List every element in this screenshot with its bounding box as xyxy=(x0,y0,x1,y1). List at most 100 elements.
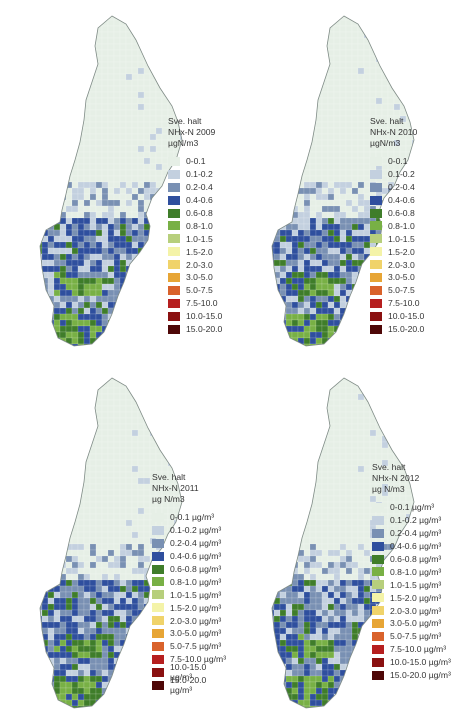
legend-item: 3.0-5.0 µg/m³ xyxy=(152,627,230,640)
legend-label: 7.5-10.0 µg/m³ xyxy=(390,644,447,655)
legend-label: 7.5-10.0 xyxy=(186,298,218,309)
map-panel-2012: Sve. halt NHx-N 2012 µg N/m3 0-0.1 µg/m³… xyxy=(232,362,462,712)
legend-swatch xyxy=(168,247,180,257)
legend-items: 0-0.1 µg/m³ 0.1-0.2 µg/m³ 0.2-0.4 µg/m³ 0.4… xyxy=(372,501,451,681)
legend-label: 3.0-5.0 µg/m³ xyxy=(170,628,222,639)
legend-item: 3.0-5.0 xyxy=(168,271,222,284)
legend-label: 1.0-1.5 xyxy=(388,233,415,244)
legend-swatch xyxy=(152,538,164,548)
legend-item: 0.8-1.0 xyxy=(168,219,222,232)
legend-label: 1.5-2.0 xyxy=(186,246,213,257)
legend-swatch xyxy=(370,285,382,295)
legend-item: 1.5-2.0 xyxy=(370,245,424,258)
legend-label: 3.0-5.0 xyxy=(388,272,415,283)
legend-2009: Sve. halt NHx-N 2009 µgN/m3 0-0.1 0.1-0.2… xyxy=(168,116,222,335)
legend-swatch xyxy=(370,247,382,257)
legend-swatch xyxy=(168,311,180,321)
legend-swatch xyxy=(168,156,180,166)
legend-swatch xyxy=(152,512,164,522)
legend-swatch xyxy=(168,298,180,308)
legend-title-line3: µg N/m3 xyxy=(372,484,405,494)
legend-label: 1.0-1.5 µg/m³ xyxy=(170,589,222,600)
legend-label: 0-0.1 µg/m³ xyxy=(390,502,435,513)
legend-label: 1.5-2.0 xyxy=(388,246,415,257)
legend-item: 10.0-15.0 xyxy=(168,310,222,323)
sweden-map-2010 xyxy=(271,15,415,347)
legend-item: 0.4-0.6 µg/m³ xyxy=(372,540,451,553)
legend-item: 15.0-20.0 µg/m³ xyxy=(372,669,451,682)
legend-item: 5.0-7.5 µg/m³ xyxy=(372,630,451,643)
legend-swatch xyxy=(370,311,382,321)
legend-swatch xyxy=(152,654,164,664)
legend-swatch xyxy=(372,515,384,525)
legend-swatch xyxy=(152,616,164,626)
legend-label: 0.4-0.6 xyxy=(186,195,213,206)
legend-label: 2.0-3.0 xyxy=(186,259,213,270)
legend-swatch xyxy=(372,528,384,538)
legend-swatch xyxy=(370,324,382,334)
legend-item: 2.0-3.0 µg/m³ xyxy=(152,614,230,627)
legend-swatch xyxy=(372,606,384,616)
legend-swatch xyxy=(152,603,164,613)
legend-swatch xyxy=(372,554,384,564)
sweden-outline xyxy=(39,15,183,347)
legend-swatch xyxy=(152,667,164,677)
legend-item: 5.0-7.5 xyxy=(168,284,222,297)
legend-items: 0-0.1 0.1-0.2 0.2-0.4 0.4-0.6 0.6-0.8 0.8-1.0… xyxy=(370,155,424,335)
legend-item: 0-0.1 xyxy=(168,155,222,168)
legend-item: 10.0-15.0 xyxy=(370,310,424,323)
legend-label: 1.0-1.5 µg/m³ xyxy=(390,579,442,590)
legend-swatch xyxy=(152,641,164,651)
legend-label: 0.6-0.8 µg/m³ xyxy=(390,554,442,564)
legend-swatch xyxy=(372,593,384,603)
legend-swatch xyxy=(168,285,180,295)
legend-label: 7.5-10.0 xyxy=(388,298,420,309)
legend-swatch xyxy=(168,234,180,244)
legend-swatch xyxy=(372,631,384,641)
legend-item: 0.6-0.8 µg/m³ xyxy=(372,553,451,566)
legend-2011: Sve. halt NHx-N 2011 µg N/m3 0-0.1 µg/m³… xyxy=(152,472,230,695)
legend-item: 1.0-1.5 µg/m³ xyxy=(152,588,230,601)
legend-item: 2.0-3.0 xyxy=(370,258,424,271)
legend-title-line1: Sve. halt xyxy=(370,116,404,126)
legend-title-line2: NHx-N 2012 xyxy=(372,473,420,483)
legend-swatch xyxy=(370,260,382,270)
legend-label: 0.4-0.6 µg/m³ xyxy=(170,551,222,562)
legend-title-line2: NHx-N 2011 xyxy=(152,483,199,493)
legend-swatch xyxy=(370,156,382,166)
legend-item: 5.0-7.5 xyxy=(370,284,424,297)
legend-label: 0.4-0.6 xyxy=(388,195,415,206)
legend-label: 10.0-15.0 xyxy=(388,311,425,322)
legend-item: 0.1-0.2 µg/m³ xyxy=(372,514,451,527)
legend-label: 15.0-20.0 xyxy=(186,324,223,335)
legend-item: 0.2-0.4 xyxy=(168,181,222,194)
legend-items: 0-0.1 0.1-0.2 0.2-0.4 0.4-0.6 0.6-0.8 0.8-1.0… xyxy=(168,155,222,335)
map-panel-2011: Sve. halt NHx-N 2011 µg N/m3 0-0.1 µg/m³… xyxy=(0,362,230,712)
legend-item: 2.0-3.0 xyxy=(168,258,222,271)
legend-item: 0.2-0.4 xyxy=(370,181,424,194)
legend-title-line2: NHx-N 2009 xyxy=(168,127,216,137)
map-panel-2009: Sve. halt NHx-N 2009 µgN/m3 0-0.1 0.1-0.2… xyxy=(0,0,230,350)
legend-item: 1.0-1.5 xyxy=(370,232,424,245)
legend-item: 0.6-0.8 xyxy=(370,207,424,220)
legend-swatch xyxy=(168,272,180,282)
legend-item: 0.8-1.0 xyxy=(370,219,424,232)
sweden-outline xyxy=(39,377,183,709)
legend-swatch xyxy=(372,541,384,551)
legend-swatch xyxy=(168,324,180,334)
legend-swatch xyxy=(370,208,382,218)
legend-label: 3.0-5.0 µg/m³ xyxy=(390,618,442,629)
legend-item: 0.6-0.8 µg/m³ xyxy=(152,563,230,576)
legend-swatch xyxy=(372,618,384,628)
legend-swatch xyxy=(152,590,164,600)
legend-swatch xyxy=(370,182,382,192)
legend-title-line2: NHx-N 2010 xyxy=(370,127,418,137)
legend-item: 3.0-5.0 µg/m³ xyxy=(372,617,451,630)
legend-label: 2.0-3.0 µg/m³ xyxy=(170,615,222,626)
legend-item: 5.0-7.5 µg/m³ xyxy=(152,640,230,653)
legend-swatch xyxy=(152,628,164,638)
legend-label: 5.0-7.5 xyxy=(186,285,213,296)
legend-item: 0.4-0.6 xyxy=(370,194,424,207)
legend-label: 0.2-0.4 xyxy=(186,182,213,193)
legend-label: 0-0.1 xyxy=(388,156,408,167)
